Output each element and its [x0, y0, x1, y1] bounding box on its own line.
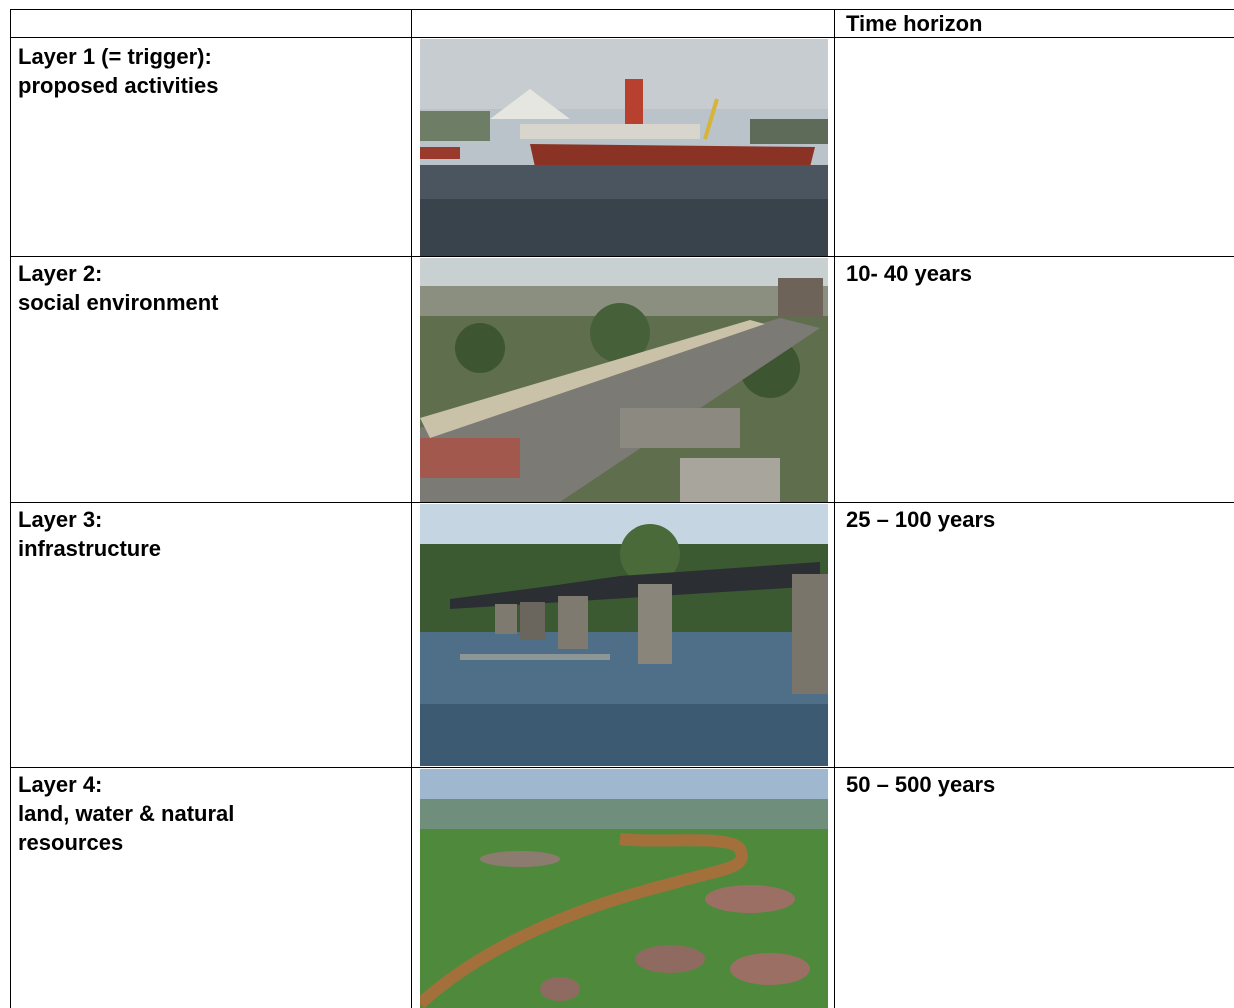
label-line: Layer 4: — [18, 770, 234, 799]
row-label: Layer 2: social environment — [18, 259, 219, 317]
time-horizon: 50 – 500 years — [846, 770, 995, 799]
label-line: infrastructure — [18, 534, 161, 563]
table-border — [10, 9, 1234, 10]
table-border — [10, 37, 1234, 38]
photo-wetland — [420, 769, 828, 1008]
header-time-horizon: Time horizon — [846, 9, 983, 38]
time-horizon: 25 – 100 years — [846, 505, 995, 534]
row-label: Layer 4: land, water & natural resources — [18, 770, 234, 857]
table-border — [411, 10, 412, 1008]
table-border — [10, 767, 1234, 768]
label-line: social environment — [18, 288, 219, 317]
label-line: proposed activities — [18, 71, 219, 100]
time-horizon: 10- 40 years — [846, 259, 972, 288]
photo-bridge — [420, 504, 828, 766]
table-border — [834, 10, 835, 1008]
label-line: Layer 3: — [18, 505, 161, 534]
table-border — [10, 256, 1234, 257]
row-label: Layer 3: infrastructure — [18, 505, 161, 563]
table-border — [10, 502, 1234, 503]
label-line: Layer 2: — [18, 259, 219, 288]
table-border — [10, 10, 11, 1008]
row-label: Layer 1 (= trigger): proposed activities — [18, 42, 219, 100]
label-line: Layer 1 (= trigger): — [18, 42, 219, 71]
photo-port — [420, 39, 828, 256]
label-line: resources — [18, 828, 234, 857]
label-line: land, water & natural — [18, 799, 234, 828]
page: Time horizon Layer 1 (= trigger): propos… — [0, 0, 1234, 1008]
photo-city — [420, 258, 828, 502]
